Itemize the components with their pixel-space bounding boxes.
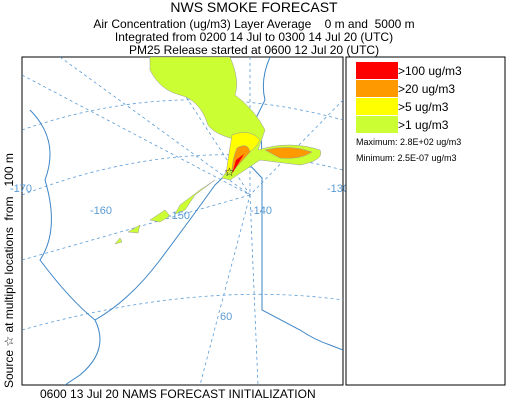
plume (264, 147, 313, 159)
legend: Maximum: 2.8E+02 ug/m3 Minimum: 2.5E-07 … (345, 56, 506, 386)
graticule (22, 99, 343, 131)
legend-swatch (356, 80, 398, 97)
grid-label: -160 (90, 205, 112, 217)
map: ☆ -170 -160 -150 -140 -130 60 (10, 56, 349, 386)
plume (114, 209, 171, 245)
subtitle: Air Concentration (ug/m3) Layer Average … (93, 17, 414, 31)
legend-minimum: Minimum: 2.5E-07 ug/m3 (356, 153, 457, 163)
legend-label: >20 ug/m3 (398, 82, 455, 96)
subtitle: PM25 Release started at 0600 12 Jul 20 (… (129, 43, 379, 57)
legend-label: >1 ug/m3 (398, 118, 449, 132)
grid-label: -150 (168, 210, 190, 222)
grid-label: -140 (250, 205, 272, 217)
graticule (199, 99, 343, 385)
legend-swatch (356, 98, 398, 115)
grid-label: -130 (327, 183, 349, 195)
plume (232, 154, 244, 174)
plume (174, 179, 216, 215)
footer: 0600 13 Jul 20 NAMS FORECAST INITIALIZAT… (40, 387, 316, 401)
subtitle: Integrated from 0200 14 Jul to 0300 14 J… (115, 30, 393, 44)
graticule (22, 154, 343, 196)
source-marker: ☆ (224, 165, 235, 179)
legend-label: >5 ug/m3 (398, 100, 449, 114)
legend-maximum: Maximum: 2.8E+02 ug/m3 (356, 137, 461, 147)
title: NWS SMOKE FORECAST (170, 0, 338, 15)
legend-swatch (356, 116, 398, 133)
grid-label: -170 (10, 183, 32, 195)
map-frame (21, 56, 344, 386)
legend-swatch (356, 62, 398, 79)
side-label: Source ☆ at multiple locations from 100 … (2, 153, 16, 388)
grid-label: 60 (220, 311, 232, 323)
graticule (22, 74, 251, 196)
legend-label: >100 ug/m3 (398, 64, 462, 78)
